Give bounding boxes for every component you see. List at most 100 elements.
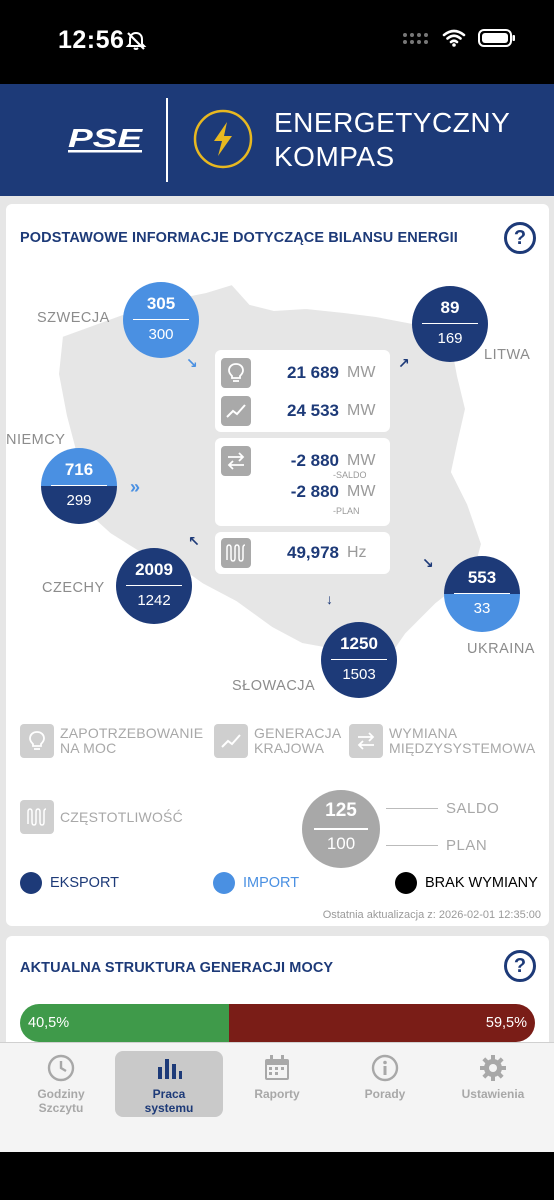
arrow-niemcy: » (130, 477, 141, 497)
scroll-content[interactable]: PODSTAWOWE INFORMACJE DOTYCZĄCE BILANSU … (0, 196, 554, 1042)
legend-demand: ZAPOTRZEBOWANIE NA MOC (20, 724, 203, 758)
help-icon[interactable]: ? (504, 950, 536, 982)
saldo-leader-line (386, 808, 438, 809)
legend-generation: GENERACJA KRAJOWA (214, 724, 341, 758)
generation-unit: MW (347, 402, 376, 419)
generation-structure-card: AKTUALNA STRUKTURA GENERACJI MOCY ? 40,5… (6, 936, 549, 1042)
tab-label-line1: Raporty (254, 1087, 300, 1101)
lightbulb-icon (221, 358, 251, 388)
generation-card-title: AKTUALNA STRUKTURA GENERACJI MOCY (20, 960, 334, 976)
no-exchange-dot (395, 872, 417, 894)
legend-demand-text: ZAPOTRZEBOWANIE NA MOC (60, 726, 203, 756)
other-share-segment: 59,5% (228, 1004, 535, 1042)
status-time: 12:56 (58, 26, 125, 54)
legend-exchange-line2: MIĘDZYSYSTEMOWA (389, 740, 536, 756)
tab-label-line2: systemu (144, 1101, 194, 1115)
arrow-ukraina: ↘ (422, 555, 434, 571)
tab-raporty[interactable]: Raporty (223, 1051, 331, 1117)
example-bottom: 100 (326, 834, 356, 853)
app-title-line1: ENERGETYCZNY (274, 107, 511, 138)
generation-value: 24 533 (287, 401, 339, 420)
czechy-import: 1242 (116, 586, 192, 624)
help-icon[interactable]: ? (504, 222, 536, 254)
status-icons (402, 28, 516, 48)
battery-icon (478, 29, 515, 47)
generation-row: 24 533 MW (221, 396, 375, 426)
flow-circle-slowacja[interactable]: 1250 1503 (321, 622, 397, 698)
legend-generation-text: GENERACJA KRAJOWA (254, 726, 341, 756)
tab-label-line2: Szczytu (38, 1101, 84, 1115)
flow-circle-szwecja[interactable]: 305 300 (123, 282, 199, 358)
frequency-info-box: 49,978 Hz (215, 532, 390, 574)
tab-ustawienia[interactable]: Ustawienia (439, 1051, 547, 1117)
tab-label-line1: Porady (364, 1087, 406, 1101)
tab-label-line1: Godziny (37, 1087, 85, 1101)
frequency-wave-icon (20, 800, 54, 834)
import-dot (213, 872, 235, 894)
calendar-icon (265, 1055, 289, 1080)
svg-text:PSE: PSE (68, 124, 143, 153)
flow-circle-litwa[interactable]: 89 169 (412, 286, 488, 362)
plan-leader-line (386, 845, 438, 846)
tab-godziny-szczytu[interactable]: Godziny Szczytu (7, 1051, 115, 1117)
tab-label-line1: Ustawienia (461, 1087, 525, 1101)
tab-praca-systemu[interactable]: Praca systemu (115, 1051, 223, 1117)
green-share-label: 40,5% (28, 1015, 70, 1031)
legend-frequency: CZĘSTOTLIWOŚĆ (20, 800, 183, 834)
bottom-tab-bar: Godziny Szczytu Praca systemu Raporty Po… (0, 1042, 554, 1152)
app-title: ENERGETYCZNY KOMPAS (274, 106, 510, 174)
legend-no-exchange: BRAK WYMIANY (395, 872, 538, 894)
export-dot (20, 872, 42, 894)
energy-balance-card: PODSTAWOWE INFORMACJE DOTYCZĄCE BILANSU … (6, 204, 549, 926)
niemcy-export: 716 (41, 448, 117, 486)
legend-generation-line2: KRAJOWA (254, 740, 325, 756)
legend-demand-line1: ZAPOTRZEBOWANIE (60, 725, 204, 741)
home-indicator-area (0, 1152, 554, 1200)
app-title-line2: KOMPAS (274, 141, 395, 172)
arrow-czechy: ↖ (188, 533, 200, 549)
flow-circle-ukraina[interactable]: 553 33 (444, 556, 520, 632)
exchange-plan-row: -2 880 MW (221, 482, 376, 502)
slowacja-export: 1250 (321, 622, 397, 660)
arrow-szwecja: ↘ (186, 355, 198, 371)
legend-exchange-text: WYMIANA MIĘDZYSYSTEMOWA (389, 726, 535, 756)
litwa-import: 169 (412, 324, 488, 362)
country-label-niemcy: NIEMCY (6, 432, 66, 448)
wifi-icon (442, 29, 466, 47)
slowacja-import: 1503 (321, 660, 397, 698)
arrow-slowacja: ↓ (326, 591, 333, 607)
info-icon (371, 1054, 399, 1082)
export-label: EKSPORT (50, 875, 120, 891)
szwecja-export: 305 (123, 282, 199, 320)
power-info-box: 21 689 MW 24 533 MW (215, 350, 390, 432)
example-circle: 125 100 (302, 790, 380, 868)
silent-bell-icon (125, 31, 147, 50)
lightbulb-icon (20, 724, 54, 758)
bar-chart-icon (158, 1059, 182, 1079)
example-top: 125 (325, 800, 357, 821)
country-label-szwecja: SZWECJA (37, 310, 110, 326)
exchange-saldo-value: -2 880 (290, 451, 339, 470)
status-bar: 12:56 (0, 0, 554, 84)
last-update: Ostatnia aktualizacja z: 2026-02-01 12:3… (322, 909, 541, 921)
gear-icon (480, 1055, 506, 1081)
frequency-wave-icon (221, 538, 251, 568)
flow-circle-czechy[interactable]: 2009 1242 (116, 548, 192, 624)
niemcy-import: 299 (41, 486, 117, 524)
flow-circle-niemcy[interactable]: 716 299 (41, 448, 117, 524)
exchange-info-box: -2 880 MW -SALDO -2 880 MW -PLAN (215, 438, 390, 526)
exchange-plan-value: -2 880 (290, 482, 339, 501)
exchange-saldo-sub: -SALDO (333, 470, 367, 480)
legend-demand-line2: NA MOC (60, 740, 117, 756)
lightning-compass-icon (193, 109, 253, 169)
frequency-row: 49,978 Hz (221, 538, 367, 568)
litwa-export: 89 (412, 286, 488, 324)
green-share-segment: 40,5% (20, 1004, 229, 1042)
arrow-litwa: ↗ (398, 355, 410, 371)
country-label-litwa: LITWA (484, 347, 531, 363)
tab-porady[interactable]: Porady (331, 1051, 439, 1117)
exchange-saldo-unit: MW (347, 452, 376, 469)
generation-share-bar[interactable]: 40,5% 59,5% (20, 1004, 535, 1042)
country-label-slowacja: SŁOWACJA (232, 678, 316, 694)
exchange-saldo-row: -2 880 MW (221, 446, 375, 476)
